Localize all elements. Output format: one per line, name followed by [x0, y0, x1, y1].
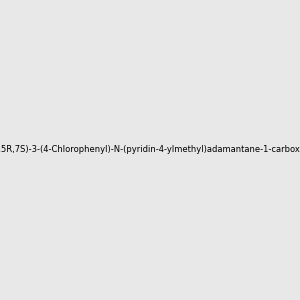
Text: (1r,3s,5R,7S)-3-(4-Chlorophenyl)-N-(pyridin-4-ylmethyl)adamantane-1-carboxamide: (1r,3s,5R,7S)-3-(4-Chlorophenyl)-N-(pyri… — [0, 146, 300, 154]
